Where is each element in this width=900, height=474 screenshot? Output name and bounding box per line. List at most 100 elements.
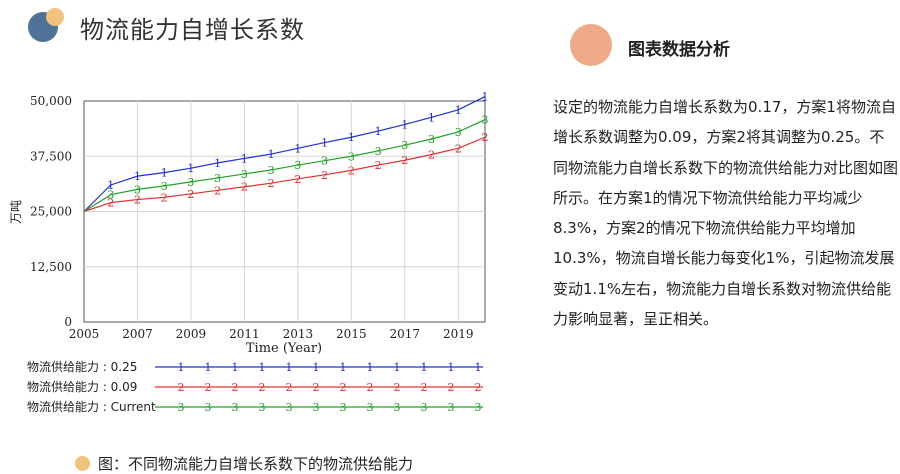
data-point-marker: 2 [294,173,301,186]
data-point-marker: 2 [348,164,355,177]
legend-marker: 1 [286,361,293,374]
caption-dot [75,456,90,471]
data-point-marker: 2 [375,159,382,172]
data-point-marker: 1 [428,111,435,124]
legend-marker: 1 [259,361,266,374]
legend-marker: 3 [340,401,347,414]
data-point-marker: 3 [482,114,489,127]
analysis-title-dot [570,24,612,66]
data-point-marker: 1 [134,170,141,183]
legend: 物流供给能力 : 0.25 1 1 1 1 1 1 1 1 1 1 1 1 物流供给能力 : 0.09 2 2… [27,360,483,414]
legend-marker: 3 [259,401,266,414]
data-point-marker: 2 [134,194,141,207]
data-point-marker: 3 [214,172,221,185]
series-line-3 [83,119,486,213]
legend-marker: 2 [313,381,320,394]
data-point-marker: 1 [268,148,275,161]
logo-circle-small [46,8,64,26]
y-tick-label: 50,000 [30,94,72,108]
data-point-marker: 1 [348,131,355,144]
data-point-marker: 2 [214,184,221,197]
data-point-marker: 3 [401,139,408,152]
legend-marker: 3 [286,401,293,414]
data-point-marker: 2 [161,191,168,204]
data-point-marker: 2 [187,188,194,201]
data-point-marker: 2 [482,131,489,144]
data-point-marker: 3 [107,189,114,202]
legend-marker: 2 [205,381,212,394]
legend-marker: 3 [421,401,428,414]
data-point-marker: 2 [241,181,248,194]
legend-marker: 1 [178,361,185,374]
data-point-marker: 1 [375,125,382,138]
legend-marker: 3 [394,401,401,414]
data-point-marker: 1 [107,179,114,192]
legend-marker: 2 [259,381,266,394]
caption-text: 图：不同物流能力自增长系数下的物流供给能力 [98,455,414,473]
legend-marker: 1 [313,361,320,374]
legend-marker: 2 [286,381,293,394]
x-tick-label: 2019 [443,327,474,341]
legend-marker: 1 [475,361,482,374]
x-tick-label: 2007 [122,327,153,341]
data-point-marker: 1 [187,162,194,175]
x-tick-label: 2017 [390,327,421,341]
data-point-marker: 1 [455,104,462,117]
data-point-marker: 1 [214,157,221,170]
legend-label: 物流供给能力 : Current [27,400,156,414]
legend-marker: 2 [340,381,347,394]
legend-marker: 3 [448,401,455,414]
data-point-marker: 1 [161,167,168,180]
data-point-marker: 3 [294,159,301,172]
legend-label: 物流供给能力 : 0.25 [27,360,137,374]
data-point-marker: 1 [294,142,301,155]
analysis-text: 设定的物流能力自增长系数为0.17，方案1将物流自增长系数调整为0.09，方案2… [553,98,899,329]
x-tick-label: 2005 [69,327,100,341]
x-tick-label: 2011 [229,327,260,341]
data-point-marker: 3 [375,145,382,158]
legend-label: 物流供给能力 : 0.09 [27,380,137,394]
legend-marker: 3 [313,401,320,414]
legend-marker: 3 [232,401,239,414]
legend-marker: 2 [367,381,374,394]
data-point-marker: 1 [321,137,328,150]
header-logo [28,8,68,46]
data-point-marker: 2 [107,197,114,210]
data-point-marker: 1 [401,118,408,131]
data-point-marker: 2 [268,177,275,190]
legend-marker: 1 [394,361,401,374]
figure-caption: 图：不同物流能力自增长系数下的物流供给能力 [75,453,413,474]
data-point-marker: 3 [428,133,435,146]
analysis-title: 图表数据分析 [628,40,730,60]
series-line-2 [83,136,486,213]
legend-marker: 2 [178,381,185,394]
legend-marker: 3 [205,401,212,414]
legend-marker: 2 [448,381,455,394]
legend-marker: 2 [394,381,401,394]
legend-marker: 1 [340,361,347,374]
data-point-marker: 3 [321,155,328,168]
data-point-marker: 3 [268,164,275,177]
y-axis-label: 万吨 [9,200,23,224]
data-point-marker: 3 [161,180,168,193]
legend-marker: 1 [421,361,428,374]
x-tick-label: 2013 [283,327,314,341]
data-point-marker: 2 [428,148,435,161]
data-point-marker: 2 [401,154,408,167]
data-point-marker: 1 [482,91,489,104]
legend-marker: 3 [178,401,185,414]
x-tick-label: 2015 [336,327,367,341]
x-axis-label: Time (Year) [246,341,322,356]
legend-marker: 1 [448,361,455,374]
data-point-marker: 3 [348,150,355,163]
data-point-marker: 1 [241,152,248,165]
data-point-marker: 3 [455,126,462,139]
legend-marker: 1 [367,361,374,374]
legend-marker: 3 [475,401,482,414]
y-tick-label: 0 [64,315,72,329]
data-point-marker: 3 [241,168,248,181]
x-tick-label: 2009 [176,327,207,341]
